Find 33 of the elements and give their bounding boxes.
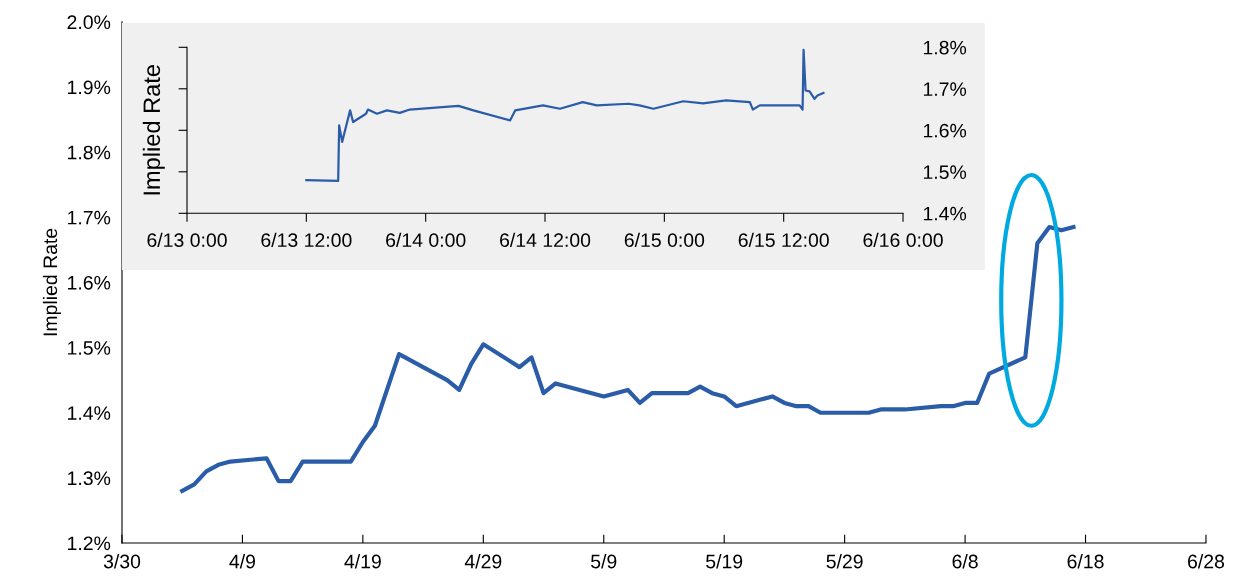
x-tick-label: 4/9	[229, 554, 256, 569]
x-tick-label: 6/14 0:00	[386, 232, 466, 248]
y-tick-label: 2.0%	[67, 15, 111, 30]
y-tick-label: 1.8%	[68, 145, 111, 160]
y-tick-label: 1.6%	[68, 275, 111, 290]
y-tick-label: 1.7%	[923, 82, 967, 96]
y-tick-label: 1.2%	[68, 536, 111, 551]
x-tick-label: 5/9	[591, 554, 617, 569]
x-tick-label: 6/13 12:00	[261, 232, 352, 248]
x-tick-label: 3/30	[103, 554, 141, 569]
x-tick-label: 6/15 12:00	[738, 232, 829, 248]
x-tick-label: 4/19	[344, 554, 381, 569]
y-axis-title: Implied Rate	[142, 65, 165, 195]
y-tick-label: 1.6%	[923, 123, 967, 138]
y-tick-label: 1.5%	[68, 341, 111, 355]
y-tick-label: 1.4%	[923, 206, 967, 221]
x-tick-label: 6/14 12:00	[500, 232, 591, 248]
y-tick-label: 1.7%	[68, 210, 111, 225]
x-tick-label: 6/13 0:00	[147, 232, 227, 248]
x-tick-label: 6/18	[1067, 554, 1104, 569]
y-tick-label: 1.8%	[923, 40, 967, 55]
x-tick-label: 6/16 0:00	[863, 232, 943, 248]
y-tick-label: 1.5%	[923, 165, 967, 180]
x-tick-label: 4/29	[464, 554, 502, 569]
y-axis-title: Implied Rate	[42, 228, 62, 336]
x-tick-label: 6/15 0:00	[624, 232, 705, 248]
y-tick-label: 1.3%	[68, 471, 111, 486]
x-tick-label: 5/29	[826, 554, 863, 569]
x-tick-label: 5/19	[706, 554, 743, 569]
y-tick-label: 1.4%	[68, 406, 111, 420]
x-tick-label: 6/28	[1188, 554, 1225, 569]
x-tick-label: 6/8	[952, 554, 978, 569]
y-tick-label: 1.9%	[68, 80, 111, 95]
